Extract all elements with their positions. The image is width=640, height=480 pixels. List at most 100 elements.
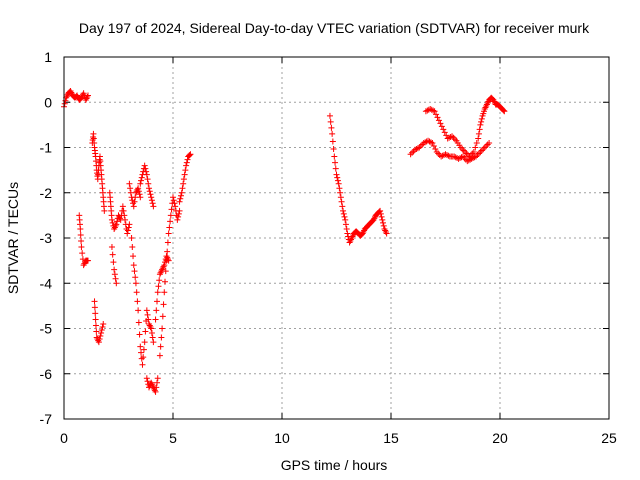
data-point-marker	[145, 316, 152, 323]
data-point-marker	[128, 235, 135, 241]
data-point-marker	[146, 185, 153, 192]
data-point-marker	[176, 207, 183, 214]
data-point-marker	[329, 130, 336, 137]
data-point-marker	[344, 230, 351, 237]
data-point-marker	[435, 117, 442, 124]
data-point-marker	[148, 330, 155, 337]
data-point-marker	[131, 268, 138, 275]
data-point-marker	[99, 323, 106, 330]
x-tick-label: 10	[274, 430, 290, 446]
data-point-marker	[126, 221, 133, 228]
data-point-marker	[157, 343, 164, 350]
data-point-marker	[143, 168, 150, 175]
data-point-marker	[137, 180, 144, 187]
y-tick-label: 0	[44, 94, 52, 110]
data-point-marker	[135, 319, 142, 326]
data-point-marker	[152, 388, 159, 395]
data-point-marker	[144, 378, 151, 385]
data-point-marker	[378, 213, 385, 220]
data-point-marker	[460, 147, 467, 154]
y-tick-label: -2	[40, 185, 53, 201]
data-point-marker	[343, 225, 350, 232]
data-point-marker	[154, 289, 161, 296]
data-point-marker	[330, 146, 337, 153]
data-point-marker	[332, 159, 339, 166]
data-point-marker	[121, 212, 128, 219]
data-point-marker	[112, 275, 119, 282]
data-point-marker	[483, 142, 490, 149]
data-point-marker	[475, 130, 482, 137]
data-point-marker	[441, 129, 448, 136]
x-tick-label: 25	[601, 430, 617, 446]
data-point-marker	[183, 159, 190, 166]
data-point-marker	[146, 188, 153, 195]
data-point-marker	[161, 289, 168, 296]
data-point-marker	[377, 207, 384, 214]
data-point-marker	[174, 216, 181, 223]
x-axis-label: GPS time / hours	[281, 457, 388, 473]
data-point-marker	[426, 138, 433, 145]
y-tick-label: -6	[40, 366, 53, 382]
data-point-marker	[111, 266, 118, 273]
data-point-marker	[162, 268, 169, 275]
data-point-marker	[91, 304, 98, 311]
data-point-marker	[101, 207, 108, 214]
data-point-marker	[156, 352, 163, 359]
data-point-marker	[175, 213, 182, 220]
data-point-marker	[327, 118, 334, 125]
data-point-marker	[132, 280, 139, 287]
data-point-marker	[336, 185, 343, 192]
data-point-marker	[179, 185, 186, 192]
data-point-marker	[341, 213, 348, 220]
data-point-marker	[130, 262, 137, 269]
data-point-marker	[134, 298, 141, 305]
data-point-marker	[430, 142, 437, 149]
data-point-marker	[138, 174, 145, 181]
y-axis-label: SDTVAR / TECUs	[5, 182, 21, 294]
data-point-marker	[185, 152, 192, 159]
data-point-marker	[139, 361, 146, 368]
data-point-marker	[93, 328, 100, 335]
data-point-marker	[470, 149, 477, 156]
data-point-marker	[486, 139, 493, 146]
data-point-marker	[477, 121, 484, 128]
data-point-marker	[337, 194, 344, 201]
data-point-marker	[409, 149, 416, 156]
data-point-marker	[500, 107, 507, 114]
data-point-marker	[132, 274, 139, 281]
data-point-marker	[142, 165, 149, 172]
x-tick-label: 5	[169, 430, 177, 446]
data-point-marker	[127, 185, 134, 192]
data-point-marker	[109, 219, 116, 226]
data-point-marker	[430, 107, 437, 114]
data-point-marker	[475, 150, 482, 157]
data-point-marker	[477, 149, 484, 156]
data-point-marker	[143, 375, 150, 382]
data-point-marker	[328, 124, 335, 131]
data-point-marker	[113, 280, 120, 287]
data-point-marker	[148, 325, 155, 332]
data-point-marker	[143, 307, 150, 314]
data-point-marker	[92, 310, 99, 317]
data-point-marker	[77, 231, 84, 238]
data-point-marker	[146, 322, 153, 329]
data-point-marker	[484, 141, 491, 148]
data-point-marker	[84, 257, 91, 264]
data-point-marker	[166, 224, 173, 231]
data-point-marker	[149, 334, 156, 341]
data-point-marker	[334, 174, 341, 181]
data-point-marker	[156, 277, 163, 284]
data-point-marker	[158, 334, 165, 341]
data-point-marker	[437, 120, 444, 127]
data-point-marker	[170, 197, 177, 204]
data-point-marker	[187, 151, 194, 158]
data-point-marker	[440, 126, 447, 133]
data-point-marker	[337, 189, 344, 196]
tick-labels: 0 5 10 15 20 25 -7 -6 -5 -4 -3 -2 -1 0 1	[40, 49, 617, 446]
data-point-marker	[120, 207, 127, 214]
data-point-marker	[62, 97, 69, 104]
data-point-marker	[130, 253, 137, 260]
data-point-marker	[180, 176, 187, 183]
data-point-marker	[338, 198, 345, 205]
data-point-marker	[342, 216, 349, 223]
